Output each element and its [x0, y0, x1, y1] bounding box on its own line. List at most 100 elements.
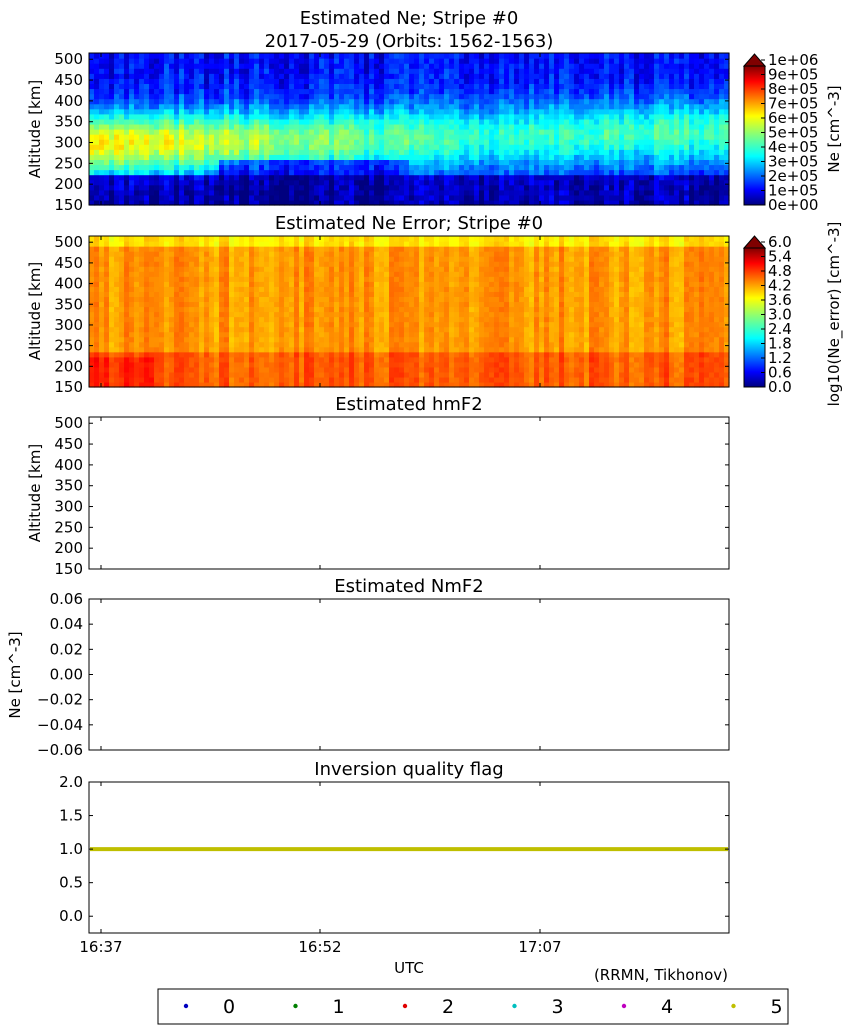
- heatmap-cell: [499, 123, 505, 130]
- heatmap-cell: [89, 321, 95, 328]
- heatmap-cell: [124, 58, 130, 64]
- heatmap-cell: [159, 184, 165, 191]
- heatmap-cell: [444, 189, 450, 196]
- heatmap-cell: [99, 341, 105, 348]
- heatmap-cell: [104, 189, 110, 196]
- heatmap-cell: [714, 179, 720, 186]
- heatmap-cell: [624, 199, 630, 206]
- heatmap-cell: [619, 139, 625, 145]
- heatmap-cell: [494, 58, 500, 64]
- heatmap-cell: [239, 271, 245, 277]
- heatmap-cell: [604, 93, 610, 100]
- heatmap-cell: [344, 134, 350, 140]
- heatmap-cell: [334, 149, 340, 155]
- heatmap-cell: [404, 134, 410, 140]
- heatmap-cell: [204, 281, 210, 287]
- heatmap-cell: [159, 366, 165, 373]
- heatmap-cell: [229, 164, 235, 171]
- heatmap-cell: [254, 134, 260, 140]
- heatmap-cell: [629, 108, 635, 115]
- heatmap-cell: [369, 88, 375, 95]
- heatmap-cell: [639, 129, 645, 135]
- heatmap-cell: [89, 134, 95, 140]
- heatmap-cell: [149, 159, 155, 166]
- heatmap-cell: [514, 83, 520, 90]
- heatmap-cell: [709, 169, 715, 176]
- heatmap-cell: [599, 88, 605, 95]
- heatmap-cell: [549, 123, 555, 130]
- heatmap-cell: [449, 194, 455, 201]
- heatmap-cell: [424, 108, 430, 115]
- heatmap-cell: [214, 63, 220, 69]
- heatmap-cell: [224, 381, 230, 388]
- heatmap-cell: [374, 184, 380, 191]
- heatmap-cell: [209, 371, 215, 378]
- heatmap-cell: [274, 169, 280, 176]
- heatmap-cell: [629, 103, 635, 110]
- heatmap-cell: [269, 199, 275, 206]
- heatmap-cell: [149, 321, 155, 328]
- heatmap-cell: [414, 159, 420, 166]
- heatmap-cell: [394, 83, 400, 90]
- heatmap-cell: [169, 256, 175, 262]
- heatmap-cell: [474, 149, 480, 155]
- heatmap-cell: [264, 376, 270, 383]
- heatmap-cell: [619, 98, 625, 105]
- heatmap-cell: [479, 134, 485, 140]
- heatmap-cell: [554, 68, 560, 74]
- colorbar-tick-label: 8e+05: [768, 80, 818, 98]
- heatmap-cell: [324, 174, 330, 181]
- heatmap-cell: [319, 149, 325, 155]
- heatmap-cell: [699, 123, 705, 130]
- heatmap-cell: [289, 159, 295, 166]
- heatmap-cell: [104, 139, 110, 145]
- heatmap-cell: [179, 164, 185, 171]
- heatmap-cell: [234, 256, 240, 262]
- heatmap-cell: [189, 154, 195, 160]
- heatmap-cell: [344, 73, 350, 79]
- heatmap-cell: [649, 118, 655, 125]
- heatmap-cell: [434, 123, 440, 130]
- heatmap-cell: [544, 164, 550, 171]
- heatmap-cell: [324, 103, 330, 110]
- heatmap-cell: [159, 159, 165, 166]
- heatmap-cell: [579, 63, 585, 69]
- heatmap-cell: [234, 83, 240, 90]
- heatmap-cell: [574, 159, 580, 166]
- heatmap-cell: [319, 194, 325, 201]
- heatmap-cell: [619, 108, 625, 115]
- heatmap-cell: [454, 68, 460, 74]
- heatmap-cell: [529, 174, 535, 181]
- heatmap-cell: [554, 88, 560, 95]
- heatmap-cell: [219, 381, 225, 388]
- heatmap-cell: [214, 179, 220, 186]
- heatmap-cell: [594, 174, 600, 181]
- heatmap-cell: [239, 63, 245, 69]
- heatmap-cell: [134, 78, 140, 84]
- heatmap-cell: [489, 164, 495, 171]
- heatmap-cell: [664, 194, 670, 201]
- heatmap-cell: [579, 98, 585, 105]
- heatmap-cell: [694, 98, 700, 105]
- heatmap-cell: [429, 63, 435, 69]
- heatmap-cell: [269, 366, 275, 373]
- heatmap-cell: [709, 73, 715, 79]
- heatmap-cell: [529, 179, 535, 186]
- heatmap-cell: [719, 93, 725, 100]
- heatmap-cell: [434, 139, 440, 145]
- heatmap-cell: [234, 194, 240, 201]
- heatmap-cell: [559, 184, 565, 191]
- heatmap-cell: [399, 149, 405, 155]
- heatmap-cell: [619, 83, 625, 90]
- heatmap-cell: [239, 174, 245, 181]
- heatmap-cell: [714, 154, 720, 160]
- heatmap-cell: [514, 108, 520, 115]
- heatmap-cell: [219, 194, 225, 201]
- heatmap-cell: [169, 246, 175, 252]
- heatmap-cell: [354, 154, 360, 160]
- heatmap-cell: [109, 159, 115, 166]
- heatmap-cell: [244, 53, 250, 59]
- heatmap-cell: [664, 58, 670, 64]
- heatmap-cell: [94, 336, 100, 343]
- heatmap-cell: [349, 113, 355, 120]
